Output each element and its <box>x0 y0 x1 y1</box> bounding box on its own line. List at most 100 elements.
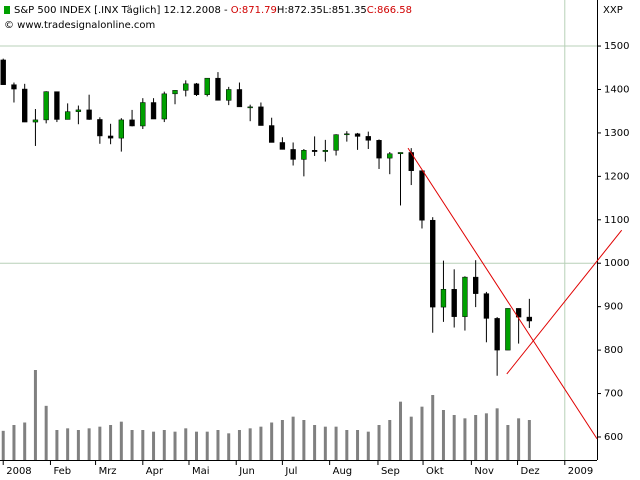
date: 12.12.2008 <box>164 5 221 16</box>
ohlc-value: L:851.35 <box>323 5 367 16</box>
volume-bar <box>517 418 521 460</box>
candle-body <box>193 83 200 95</box>
volume-bar <box>495 408 499 460</box>
volume-bar <box>334 426 338 460</box>
candle-body <box>258 106 264 126</box>
volume-bar <box>141 430 145 460</box>
volume-bar <box>420 406 424 460</box>
candle-body <box>451 289 457 317</box>
volume-bar <box>33 370 37 460</box>
x-tick-label: Jun <box>238 466 255 477</box>
volume-bar <box>291 416 295 460</box>
x-tick-label: Nov <box>474 466 494 477</box>
volume-bar <box>216 430 220 460</box>
volume-bar <box>109 425 113 460</box>
candle-body <box>247 106 253 109</box>
volume-bar <box>452 415 456 460</box>
candle-body <box>204 77 210 95</box>
candle-body <box>494 318 500 351</box>
copyright: © www.tradesignalonline.com <box>4 20 155 31</box>
volume-bar <box>173 431 177 460</box>
candle-body <box>526 316 533 322</box>
volume-bar <box>356 430 360 460</box>
volume-bar <box>98 426 102 460</box>
volume-bar <box>205 431 209 460</box>
volume-bar <box>377 425 381 460</box>
candle-body <box>473 276 479 294</box>
volume-bar <box>248 428 252 460</box>
y-tick-label: 900 <box>604 302 623 313</box>
y-tick-label: 1200 <box>604 171 629 182</box>
candle-body <box>226 89 232 101</box>
ohlc-value: O:871.79 <box>231 5 277 16</box>
y-tick-label: 1100 <box>604 215 629 226</box>
volume-bar <box>162 430 166 460</box>
trend-line <box>506 229 623 375</box>
x-tick-label: Aug <box>333 466 353 477</box>
volume-bar <box>506 425 510 460</box>
volume-bar <box>66 428 70 460</box>
y-tick-label: 800 <box>604 345 623 356</box>
x-tick-label: Dez <box>521 466 540 477</box>
volume-bar <box>484 413 488 460</box>
volume-bar <box>302 420 306 460</box>
candle-body <box>0 59 6 85</box>
volume-bar <box>1 430 5 460</box>
candle-body <box>54 91 60 120</box>
volume-bar <box>313 425 317 460</box>
y-tick-label: 1000 <box>604 258 629 269</box>
volume-bar <box>184 428 188 460</box>
candle-body <box>483 293 490 319</box>
x-tick-label: 2008 <box>6 466 31 477</box>
candle-body <box>515 308 522 318</box>
candle-body <box>333 134 339 151</box>
y-tick-label: 1400 <box>604 84 629 95</box>
x-tick-label: Okt <box>426 466 444 477</box>
candle-body <box>505 308 511 351</box>
candle-body <box>344 133 350 136</box>
candle-body <box>301 150 307 160</box>
candle-body <box>387 153 393 159</box>
volume-bar <box>44 405 48 460</box>
candle-body <box>97 119 103 137</box>
axis-label: XXP <box>603 5 623 16</box>
volume-bar <box>23 422 27 460</box>
x-tick-label: Feb <box>53 466 71 477</box>
candle-body <box>354 133 361 137</box>
volume-bar <box>152 431 156 460</box>
candle-body <box>86 109 92 120</box>
candle-body <box>161 93 167 120</box>
symbol: S&P 500 INDEX [.INX Täglich] <box>14 5 160 16</box>
candle-body <box>22 88 28 123</box>
candle-body <box>322 150 329 152</box>
volume-bar <box>323 426 327 460</box>
x-tick-label: Sep <box>381 466 400 477</box>
candle-body <box>419 170 425 221</box>
ohlc-value: H:872.35 <box>277 5 323 16</box>
trend-line <box>407 147 598 439</box>
y-tick-label: 1300 <box>604 128 629 139</box>
volume-bar <box>345 430 349 460</box>
x-tick-label: 2009 <box>568 466 593 477</box>
header: S&P 500 INDEX [.INX Täglich] 12.12.2008 … <box>14 5 412 16</box>
candle-body <box>397 152 404 155</box>
volume-bar <box>259 426 263 460</box>
volume-bar <box>431 395 435 460</box>
volume-bar <box>194 431 198 460</box>
candle-body <box>430 219 436 308</box>
candle-body <box>172 90 178 95</box>
volume-bar <box>463 418 467 460</box>
candle-body <box>64 111 71 120</box>
volume-bar <box>388 420 392 460</box>
volume-bar <box>87 428 91 460</box>
volume-bar <box>237 430 241 460</box>
y-tick-label: 600 <box>604 432 623 443</box>
volume-bar <box>12 425 16 460</box>
volume-bar <box>227 433 231 460</box>
candle-body <box>183 83 189 91</box>
x-tick-label: Apr <box>146 466 164 477</box>
volume-bar <box>527 420 531 460</box>
candle-body <box>462 276 468 317</box>
